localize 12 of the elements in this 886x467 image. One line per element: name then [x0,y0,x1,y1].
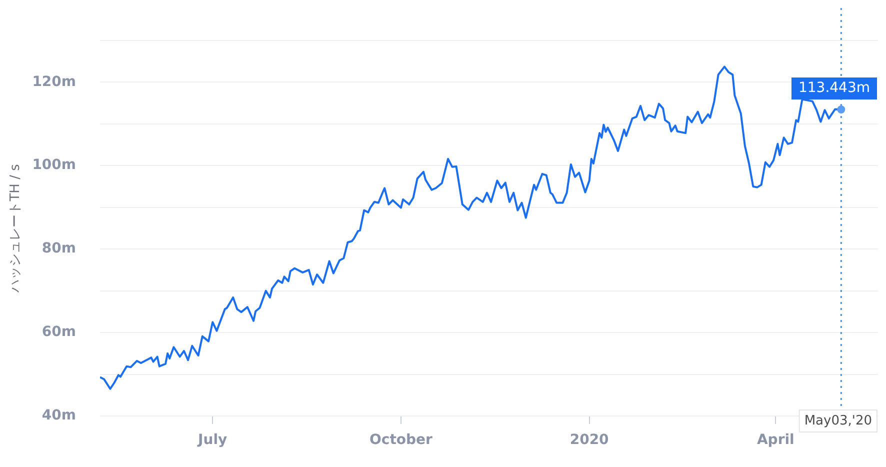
y-tick-label: 120m [32,74,76,90]
y-tick-label: 100m [32,157,76,174]
x-tick-label: 2020 [570,432,610,448]
x-tick-label: April [756,432,794,448]
x-tick-label: July [197,432,228,448]
ref-line-label: May03,'20 [804,413,872,428]
y-tick-label: 60m [42,324,76,340]
x-tick-label: October [369,432,433,448]
y-tick-label: 40m [42,408,76,424]
y-tick-label: 80m [42,240,76,257]
annotation: 113.443m [798,80,870,96]
y-axis-title: ハッシュレートTH / s [8,164,24,294]
